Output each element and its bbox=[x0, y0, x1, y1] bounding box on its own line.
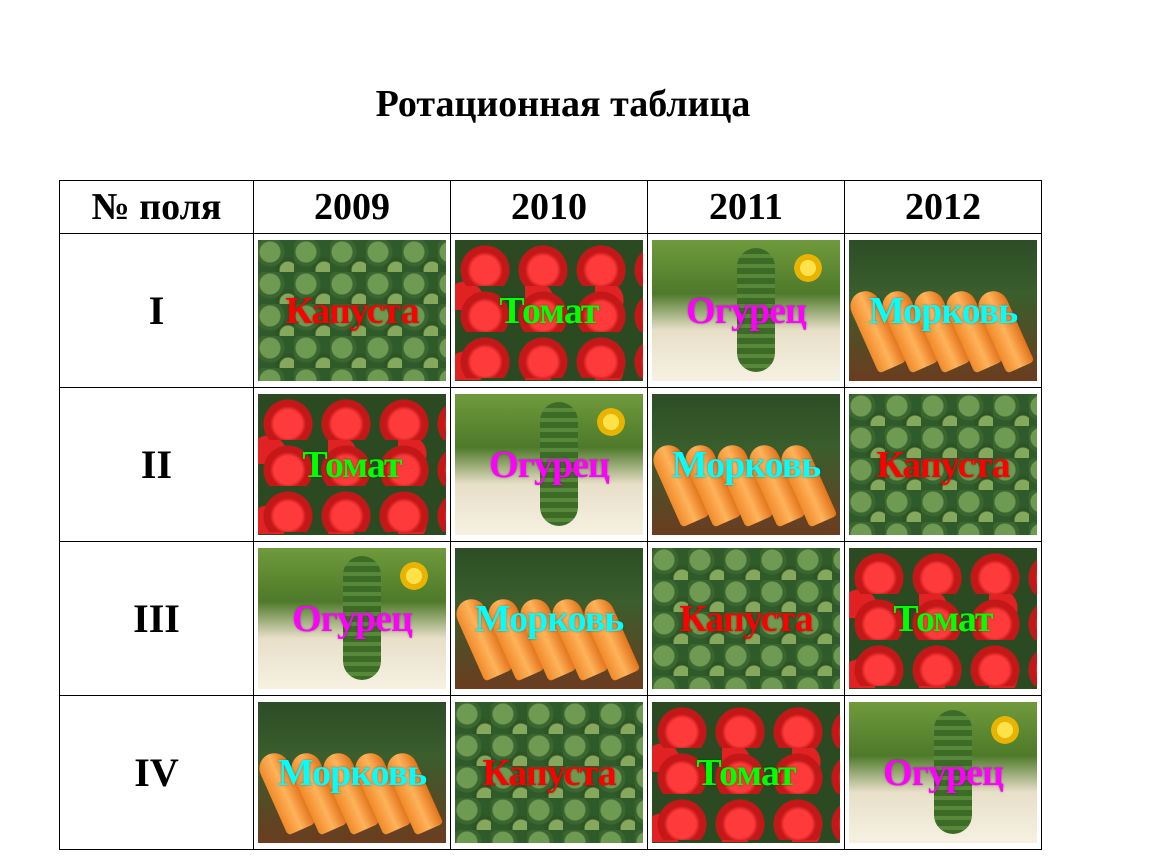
crop-photo: Огурец bbox=[258, 548, 446, 689]
tomato-photo bbox=[258, 394, 446, 535]
cabbage-photo bbox=[455, 702, 643, 843]
crop-cell: Капуста bbox=[844, 387, 1042, 542]
crop-label: Томат bbox=[893, 597, 993, 640]
crop-cell: Томат bbox=[647, 695, 845, 850]
flower-shape bbox=[794, 254, 822, 282]
crop-photo: Томат bbox=[652, 702, 840, 843]
carrot-photo bbox=[849, 240, 1037, 381]
rotation-table: № поля 2009 2010 2011 2012 I Капуста Томат… bbox=[59, 180, 1042, 850]
crop-photo: Морковь bbox=[455, 548, 643, 689]
crop-photo: Томат bbox=[258, 394, 446, 535]
crop-photo: Капуста bbox=[652, 548, 840, 689]
crop-label: Капуста bbox=[679, 597, 813, 640]
crop-cell: Огурец bbox=[450, 387, 648, 542]
flower-shape bbox=[400, 562, 428, 590]
tomato-photo bbox=[849, 548, 1037, 689]
crop-cell: Томат bbox=[450, 233, 648, 388]
crop-photo: Морковь bbox=[258, 702, 446, 843]
header-year-2012: 2012 bbox=[844, 180, 1042, 234]
field-number-cell: IV bbox=[59, 695, 254, 850]
header-field-number: № поля bbox=[59, 180, 254, 234]
cucumber-photo bbox=[652, 240, 840, 381]
header-year-2010: 2010 bbox=[450, 180, 648, 234]
crop-cell: Огурец bbox=[647, 233, 845, 388]
crop-cell: Морковь bbox=[647, 387, 845, 542]
cucumber-photo bbox=[258, 548, 446, 689]
crop-photo: Морковь bbox=[652, 394, 840, 535]
table-row: IV Морковь Капуста Томат Огурец bbox=[59, 695, 1042, 850]
cucumber-photo bbox=[455, 394, 643, 535]
crop-cell: Капуста bbox=[253, 233, 451, 388]
crop-label: Морковь bbox=[671, 443, 822, 486]
crop-photo: Томат bbox=[849, 548, 1037, 689]
crop-label: Огурец bbox=[489, 443, 610, 486]
crop-label: Огурец bbox=[883, 751, 1004, 794]
crop-label: Томат bbox=[302, 443, 402, 486]
crop-label: Капуста bbox=[482, 751, 616, 794]
cucumber-shape bbox=[736, 248, 775, 372]
crop-label: Капуста bbox=[285, 289, 419, 332]
field-number-cell: II bbox=[59, 387, 254, 542]
crop-cell: Морковь bbox=[844, 233, 1042, 388]
table-row: II Томат Огурец Морковь Капуста bbox=[59, 387, 1042, 542]
crop-cell: Томат bbox=[844, 541, 1042, 696]
crop-label: Капуста bbox=[876, 443, 1010, 486]
carrot-photo bbox=[652, 394, 840, 535]
crop-photo: Огурец bbox=[849, 702, 1037, 843]
flower-shape bbox=[991, 716, 1019, 744]
crop-photo: Капуста bbox=[258, 240, 446, 381]
crop-cell: Огурец bbox=[844, 695, 1042, 850]
cucumber-shape bbox=[933, 710, 972, 834]
tomato-photo bbox=[455, 240, 643, 381]
crop-label: Морковь bbox=[868, 289, 1019, 332]
crop-cell: Морковь bbox=[253, 695, 451, 850]
header-year-2009: 2009 bbox=[253, 180, 451, 234]
crop-cell: Огурец bbox=[253, 541, 451, 696]
crop-photo: Морковь bbox=[849, 240, 1037, 381]
field-number-cell: III bbox=[59, 541, 254, 696]
cabbage-photo bbox=[849, 394, 1037, 535]
carrot-photo bbox=[258, 702, 446, 843]
tomato-photo bbox=[652, 702, 840, 843]
crop-label: Томат bbox=[696, 751, 796, 794]
crop-label: Морковь bbox=[277, 751, 428, 794]
cucumber-shape bbox=[539, 402, 578, 526]
crop-cell: Капуста bbox=[647, 541, 845, 696]
crop-photo: Капуста bbox=[455, 702, 643, 843]
cabbage-photo bbox=[258, 240, 446, 381]
crop-photo: Томат bbox=[455, 240, 643, 381]
crop-photo: Огурец bbox=[652, 240, 840, 381]
crop-photo: Огурец bbox=[455, 394, 643, 535]
cucumber-photo bbox=[849, 702, 1037, 843]
table-row: III Огурец Морковь Капуста Томат bbox=[59, 541, 1042, 696]
crop-cell: Морковь bbox=[450, 541, 648, 696]
page-title: Ротационная таблица bbox=[375, 83, 751, 125]
crop-label: Огурец bbox=[686, 289, 807, 332]
crop-label: Морковь bbox=[474, 597, 625, 640]
crop-label: Огурец bbox=[292, 597, 413, 640]
crop-cell: Капуста bbox=[450, 695, 648, 850]
header-year-2011: 2011 bbox=[647, 180, 845, 234]
field-number-cell: I bbox=[59, 233, 254, 388]
crop-label: Томат bbox=[499, 289, 599, 332]
crop-cell: Томат bbox=[253, 387, 451, 542]
flower-shape bbox=[597, 408, 625, 436]
cucumber-shape bbox=[342, 556, 381, 680]
table-row: I Капуста Томат Огурец Морковь bbox=[59, 233, 1042, 388]
cabbage-photo bbox=[652, 548, 840, 689]
crop-photo: Капуста bbox=[849, 394, 1037, 535]
carrot-photo bbox=[455, 548, 643, 689]
table-header-row: № поля 2009 2010 2011 2012 bbox=[59, 180, 1042, 234]
